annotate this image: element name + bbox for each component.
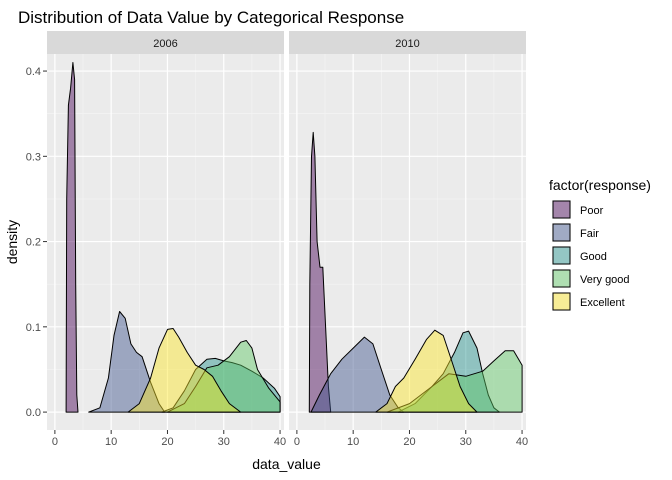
legend-swatch-fair [552, 223, 571, 242]
strip-2006-background [47, 31, 284, 54]
y-axis-ticks: 0.0 0.1 0.2 0.3 0.4 [26, 66, 47, 419]
legend-label-fair: Fair [580, 228, 599, 240]
y-tick-label: 0.1 [26, 322, 41, 334]
legend-key-background [552, 200, 571, 219]
legend-title: factor(response) [549, 177, 651, 193]
x-tick-label: 0 [52, 436, 58, 448]
legend-swatch-good [552, 246, 571, 265]
density-area-2006-good [161, 357, 281, 413]
x-tick-label: 20 [403, 436, 415, 448]
x-axis-label: data_value [252, 456, 321, 472]
density-area-2006-excellent [127, 328, 242, 413]
legend-label-good: Good [580, 251, 607, 263]
legend-label-very-good: Very good [580, 274, 630, 286]
density-area-2010-very-good [386, 350, 523, 413]
strip-2010-background [289, 31, 526, 54]
density-area-2010-fair [310, 336, 405, 413]
y-tick-label: 0.4 [26, 66, 41, 78]
panel-2010: 2010 [289, 31, 526, 430]
x-tick-label: 10 [347, 436, 359, 448]
legend-label-poor: Poor [580, 205, 604, 217]
legend-key-background [552, 246, 571, 265]
panel-2006-grid [47, 54, 284, 430]
density-area-2006-poor [65, 62, 79, 413]
x-tick-label: 20 [161, 436, 173, 448]
panel-2006-areas [65, 62, 281, 413]
density-area-2010-excellent [375, 329, 478, 413]
y-axis-label: density [4, 220, 20, 264]
x-axis-ticks: 0 10 20 30 40 0 10 20 30 40 [52, 430, 528, 448]
x-tick-label: 30 [460, 436, 472, 448]
legend-swatch-excellent [552, 292, 571, 311]
legend-key-background [552, 269, 571, 288]
y-tick-label: 0.0 [26, 407, 41, 419]
x-tick-label: 30 [218, 436, 230, 448]
x-tick-label: 40 [516, 436, 528, 448]
y-tick-label: 0.2 [26, 237, 41, 249]
x-tick-label: 40 [274, 436, 286, 448]
density-area-2006-fair [88, 311, 166, 413]
density-area-2006-very-good [167, 340, 281, 413]
panel-2006: 2006 [47, 31, 284, 430]
x-tick-label: 0 [294, 436, 300, 448]
x-tick-label: 10 [105, 436, 117, 448]
legend-key-background [552, 223, 571, 242]
panel-2010-grid [289, 54, 526, 430]
strip-2010-label: 2010 [395, 38, 419, 50]
panel-2010-areas [308, 131, 523, 413]
density-area-2010-poor [308, 131, 332, 413]
legend-key-background [552, 292, 571, 311]
legend: factor(response) Poor Fair Good Very good Ex… [549, 177, 651, 311]
legend-swatch-very-good [552, 269, 571, 288]
chart-title: Distribution of Data Value by Categorica… [18, 8, 404, 27]
legend-swatch-poor [552, 200, 571, 219]
legend-label-excellent: Excellent [580, 297, 625, 309]
y-tick-label: 0.3 [26, 151, 41, 163]
strip-2006-label: 2006 [153, 38, 177, 50]
